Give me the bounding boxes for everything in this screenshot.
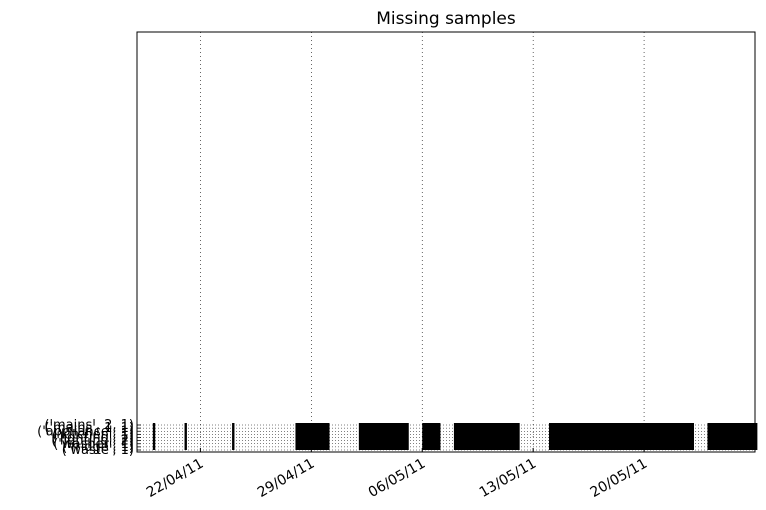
- y-series-label: ('kitchen', 1): [52, 427, 134, 442]
- grid-lines: [137, 32, 755, 452]
- y-series-label: ('washer', 1): [53, 437, 134, 452]
- missing-range: [295, 423, 330, 450]
- x-tick-labels: 22/04/11 29/04/11 06/05/11 13/05/11 20/05/11: [144, 456, 650, 501]
- chart-title: Missing samples: [376, 9, 516, 29]
- x-tick-label: 06/05/11: [366, 456, 428, 501]
- y-series-label: ('lighting', 2): [51, 434, 134, 449]
- missing-range: [358, 423, 409, 450]
- x-tick-label: 29/04/11: [255, 456, 317, 501]
- y-series-labels: ('mains', 2, 1)('mains', 1, 1)('applianc…: [37, 418, 134, 458]
- y-series-label: ('lighting', 1): [51, 431, 134, 446]
- missing-range: [453, 423, 520, 450]
- plot-frame: [136, 31, 756, 453]
- missing-range: [422, 423, 441, 450]
- x-tick-label: 22/04/11: [144, 456, 206, 501]
- y-series-label: ('mains', 1, 1): [44, 421, 134, 436]
- missing-range: [707, 423, 758, 450]
- x-tick-label: 20/05/11: [588, 456, 650, 501]
- y-series-label: ('waste', 1): [62, 443, 134, 458]
- missing-sample-ranges: [152, 423, 758, 450]
- missing-range: [549, 423, 694, 450]
- y-series-label: ('fridge', 1): [62, 440, 134, 455]
- y-series-label: ('appliance', 1): [37, 424, 134, 439]
- missing-range: [232, 423, 235, 450]
- x-tick-label: 13/05/11: [477, 456, 539, 501]
- missing-range: [152, 423, 156, 450]
- missing-range: [184, 423, 187, 450]
- axes: [136, 31, 756, 453]
- y-series-label: ('mains', 2, 1): [44, 418, 134, 433]
